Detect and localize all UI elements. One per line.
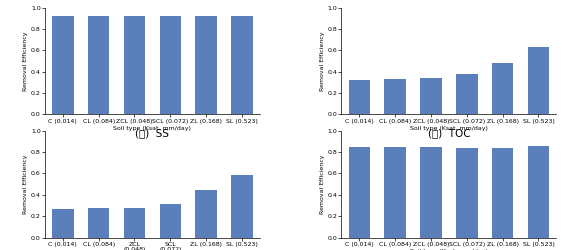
Bar xyxy=(528,47,549,114)
Bar xyxy=(231,16,253,114)
X-axis label: Soil type (Ksat, mm/day): Soil type (Ksat, mm/day) xyxy=(114,126,191,132)
Bar xyxy=(124,208,145,238)
Bar xyxy=(88,16,110,114)
Bar xyxy=(492,148,514,238)
Bar xyxy=(231,176,253,238)
Bar xyxy=(384,79,406,114)
Bar xyxy=(492,63,514,114)
Y-axis label: Removal Efficiency: Removal Efficiency xyxy=(320,31,325,91)
X-axis label: Soil type (Ksat, mm/day): Soil type (Ksat, mm/day) xyxy=(410,126,488,132)
Bar xyxy=(160,16,181,114)
Bar xyxy=(348,147,370,238)
Bar xyxy=(52,16,74,114)
Bar xyxy=(124,16,145,114)
Bar xyxy=(420,147,442,238)
Bar xyxy=(420,78,442,114)
Y-axis label: Removal Efficiency: Removal Efficiency xyxy=(23,154,28,214)
Bar xyxy=(196,16,217,114)
Bar xyxy=(88,208,110,238)
Text: (가)  SS: (가) SS xyxy=(135,128,169,138)
Bar xyxy=(52,208,74,238)
Bar xyxy=(348,80,370,114)
Bar xyxy=(456,148,478,238)
Bar xyxy=(456,74,478,114)
Y-axis label: Removal Efficiency: Removal Efficiency xyxy=(23,31,28,91)
Bar xyxy=(384,147,406,238)
Bar xyxy=(160,204,181,238)
Y-axis label: Removal Efficiency: Removal Efficiency xyxy=(320,154,325,214)
Text: (나)  TOC: (나) TOC xyxy=(428,128,470,138)
Bar xyxy=(528,146,549,238)
Bar xyxy=(196,190,217,238)
